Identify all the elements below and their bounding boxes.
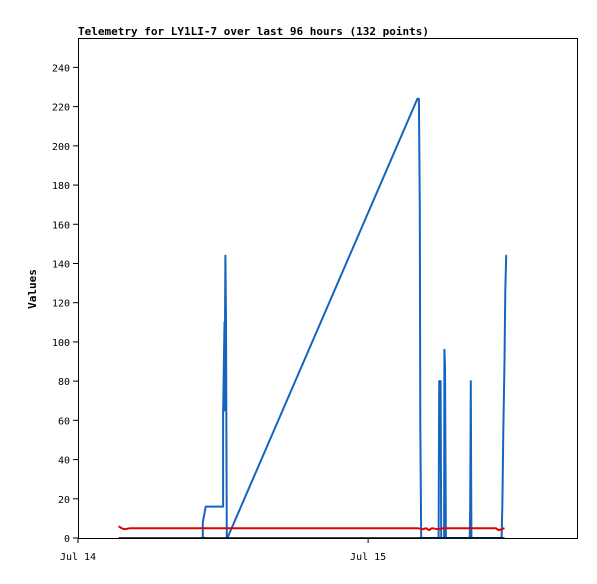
y-tick-label: 20 [58,495,70,506]
x-tick-label: Jul 14 [60,552,96,563]
y-axis-ticks: 0 20 40 60 80 100 120 140 160 180 200 220 240 [52,63,78,545]
y-tick-label: 80 [58,377,70,388]
y-tick-label: 160 [52,220,70,231]
y-tick-label: 0 [64,534,70,545]
series-layer [118,97,508,539]
y-axis-label: Values [26,269,39,309]
y-tick-label: 200 [52,142,70,153]
x-axis-ticks: Jul 14 Jul 15 [60,538,386,563]
y-tick-label: 100 [52,338,70,349]
series-line-1 [201,97,508,539]
y-tick-label: 240 [52,63,70,74]
y-tick-label: 120 [52,299,70,310]
y-tick-label: 180 [52,181,70,192]
y-tick-label: 140 [52,259,70,270]
y-tick-label: 60 [58,416,70,427]
x-tick-label: Jul 15 [350,552,386,563]
chart-title: Telemetry for LY1LI-7 over last 96 hours… [78,25,429,38]
y-tick-label: 40 [58,456,70,467]
y-tick-label: 220 [52,103,70,114]
series-line-2 [118,525,505,532]
